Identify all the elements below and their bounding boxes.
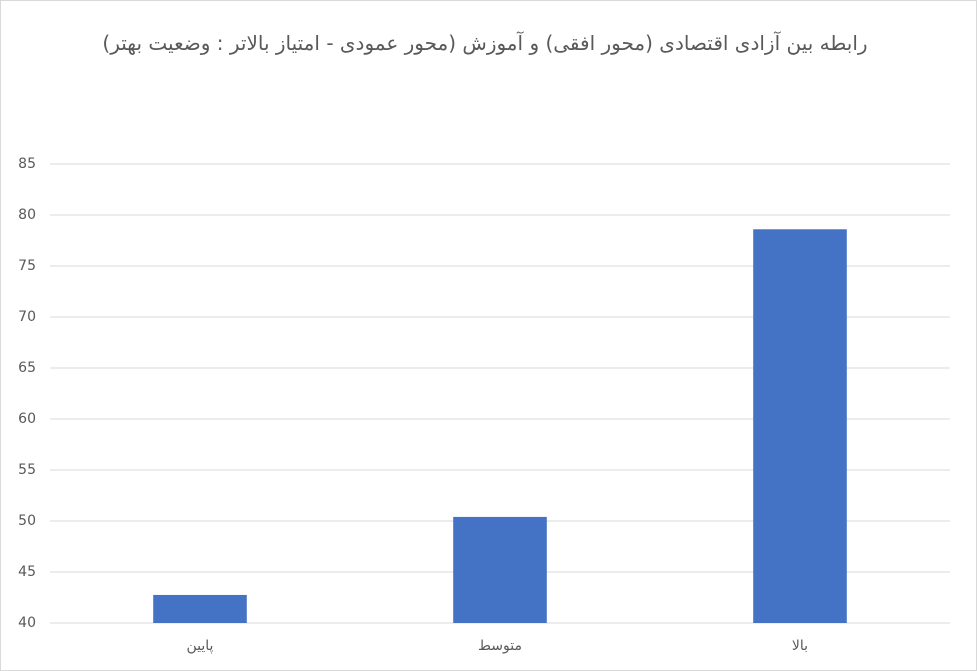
x-tick-label: متوسط <box>478 638 522 654</box>
y-tick-label: 55 <box>18 462 36 478</box>
x-tick-label: پایین <box>187 638 214 654</box>
y-tick-label: 85 <box>18 156 36 172</box>
y-tick-label: 40 <box>18 615 36 631</box>
y-tick-label: 70 <box>18 309 36 325</box>
y-tick-label: 60 <box>18 411 36 427</box>
bar <box>753 229 847 623</box>
y-tick-label: 80 <box>18 207 36 223</box>
bar <box>453 516 547 623</box>
y-tick-label: 75 <box>18 258 36 274</box>
x-tick-label: بالا <box>792 638 808 654</box>
chart-title: رابطه بین آزادی اقتصادی (محور افقی) و آم… <box>102 31 868 55</box>
bar <box>153 594 247 623</box>
y-tick-label: 50 <box>18 513 36 529</box>
y-tick-label: 65 <box>18 360 36 376</box>
y-tick-label: 45 <box>18 564 36 580</box>
